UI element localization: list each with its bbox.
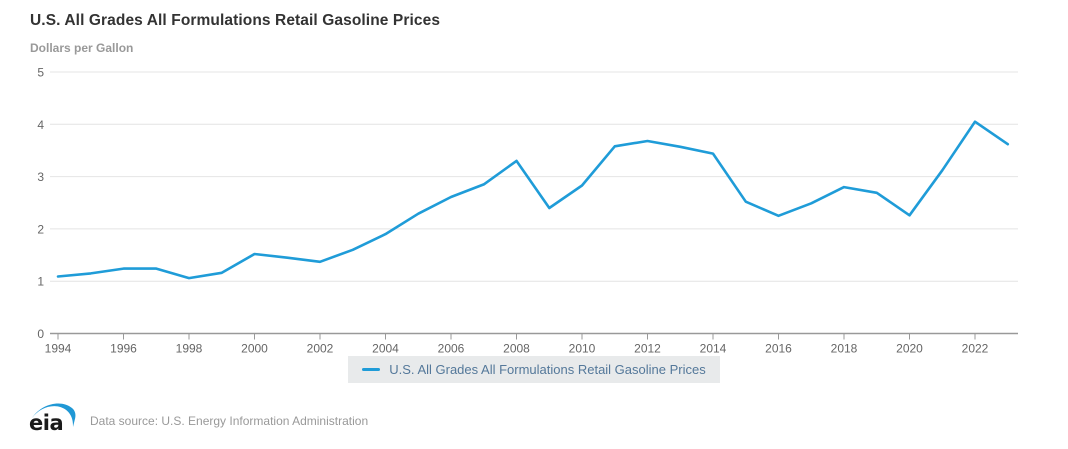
x-tick-label: 2018 [831, 342, 858, 356]
eia-logo: eia [29, 403, 76, 435]
y-tick-label: 3 [37, 170, 44, 184]
x-tick-label: 2022 [962, 342, 989, 356]
footer: eia Data source: U.S. Energy Information… [28, 399, 368, 435]
legend-line-swatch [362, 368, 381, 371]
x-tick-label: 1998 [176, 342, 203, 356]
chart-title: U.S. All Grades All Formulations Retail … [30, 12, 441, 29]
x-tick-label: 2020 [896, 342, 923, 356]
x-tick-label: 2012 [634, 342, 661, 356]
y-tick-label: 0 [37, 327, 44, 341]
gridlines [50, 71, 1018, 282]
x-tick-label: 2002 [307, 342, 334, 356]
price-series-line [56, 120, 1010, 280]
gasoline-price-line-chart: 1994 1996 1998 2000 2002 2004 2006 2008 2010 2012… [37, 66, 1018, 356]
legend-label: U.S. All Grades All Formulations Retail … [389, 362, 706, 377]
x-tick-label: 2010 [569, 342, 596, 356]
y-axis-unit-label: Dollars per Gallon [30, 41, 134, 55]
x-axis-labels: 1994 1996 1998 2000 2002 2004 2006 2008 2010 2012… [45, 342, 989, 356]
x-tick-label: 2004 [372, 342, 399, 356]
x-tick-label: 2006 [438, 342, 465, 356]
legend: U.S. All Grades All Formulations Retail … [0, 356, 1068, 383]
y-tick-label: 4 [37, 118, 44, 132]
y-axis-labels: 0 1 2 3 4 5 [37, 66, 44, 342]
x-tick-label: 1994 [45, 342, 72, 356]
data-source-text: Data source: U.S. Energy Information Adm… [90, 414, 369, 428]
x-tick-label: 2008 [503, 342, 530, 356]
y-tick-label: 2 [37, 222, 44, 236]
legend-item[interactable]: U.S. All Grades All Formulations Retail … [348, 356, 720, 383]
eia-logo-text: eia [29, 411, 63, 435]
x-tick-label: 2014 [700, 342, 727, 356]
x-tick-label: 1996 [110, 342, 137, 356]
x-tick-label: 2016 [765, 342, 792, 356]
x-tick-label: 2000 [241, 342, 268, 356]
y-tick-label: 1 [37, 275, 44, 289]
x-axis-ticks [57, 333, 976, 340]
y-tick-label: 5 [37, 66, 44, 80]
